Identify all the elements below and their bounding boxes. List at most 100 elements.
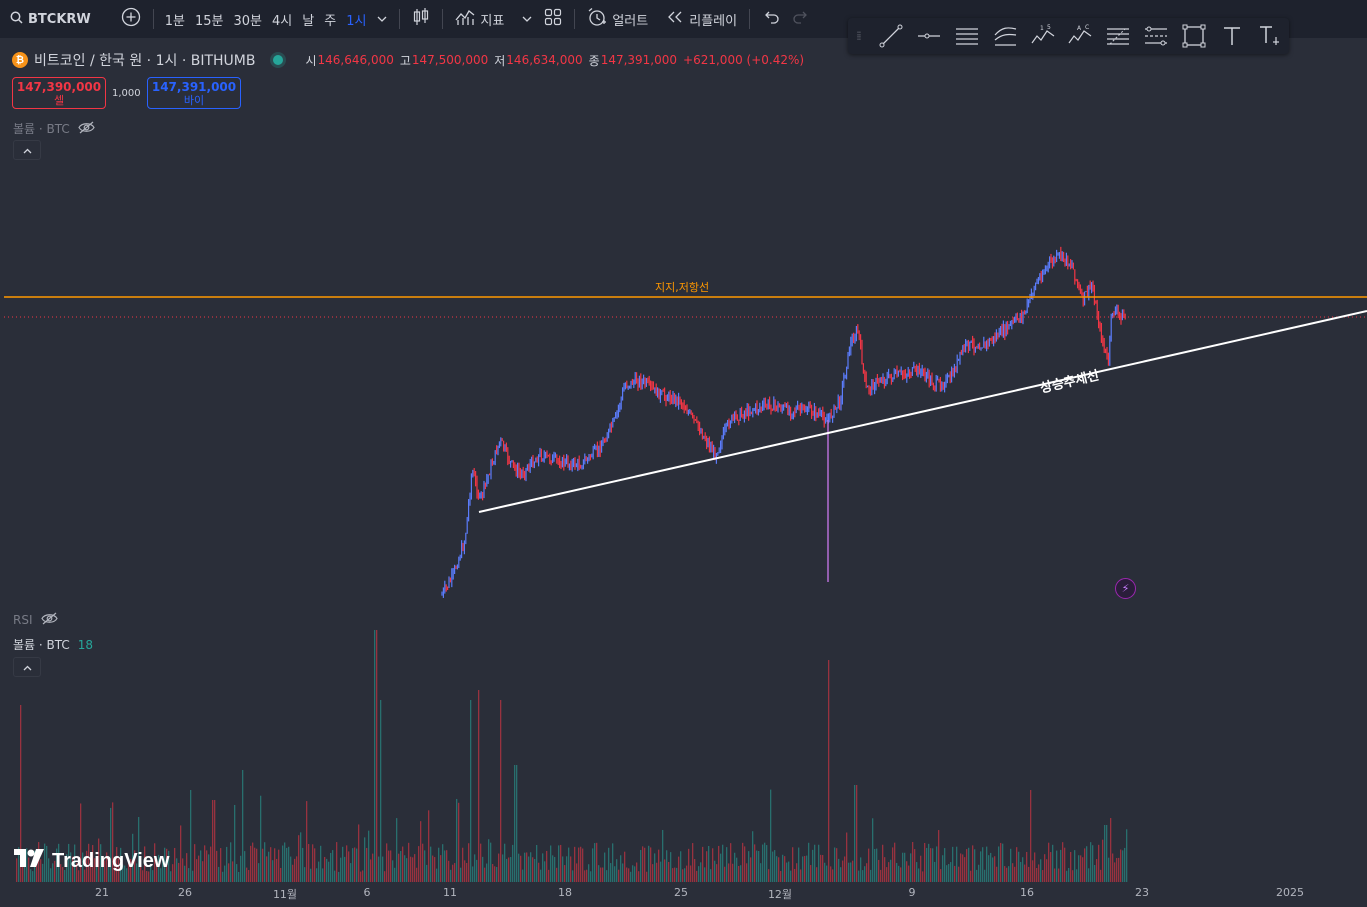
drag-handle-icon[interactable]: ⁞⁞ [856,29,862,43]
volume-bar [942,855,944,882]
undo-button[interactable] [756,0,786,38]
volume-bar [522,869,524,882]
alert-button[interactable]: 얼러트 [581,0,654,38]
volume-bar [686,865,688,882]
symbol-title[interactable]: 비트코인 / 한국 원 · 1시 · BITHUMB [34,53,256,69]
volume-bar [726,847,728,882]
timeframe-1h[interactable]: 1시 [346,13,367,29]
volume-bar [698,866,700,882]
eye-off-icon[interactable] [40,612,58,628]
layout-button[interactable] [538,0,568,38]
pitchfork-icon[interactable] [986,20,1024,52]
volume-bar [68,843,70,882]
volume-legend[interactable]: 볼륨 · BTC 18 [13,636,93,653]
volume-bar [258,863,260,882]
fib-retracement-icon[interactable] [1099,20,1137,52]
trend-line-icon[interactable] [872,20,910,52]
divider [442,9,444,29]
timeframe-15m[interactable]: 15분 [194,13,224,29]
volume-bar [124,865,126,882]
change-value: +621,000 (+0.42%) [683,53,805,67]
compare-button[interactable] [115,0,147,38]
volume-bar [594,843,596,882]
symbol-search-button[interactable]: BTCKRW [0,0,97,38]
volume-bar [1094,865,1096,882]
timeframe-1m[interactable]: 1분 [164,13,185,29]
volume-bar [872,818,874,882]
volume-bar [618,869,620,882]
volume-bar [254,847,256,882]
buy-button[interactable]: 147,391,000 바이 [147,77,241,109]
grid-icon [544,8,562,30]
volume-bar [652,864,654,882]
horizontal-ray-icon[interactable] [910,20,948,52]
indicators-button[interactable]: 지표 [449,0,510,38]
volume-bar [312,844,314,882]
volume-bar [1074,850,1076,882]
eye-off-icon[interactable] [78,121,95,137]
volume-bar [982,847,984,882]
parallel-channel-icon[interactable] [948,20,986,52]
volume-bar [852,860,854,882]
chevron-down-icon[interactable] [371,14,393,25]
redo-button[interactable] [786,0,816,38]
volume-bar [282,845,284,882]
volume-bar [22,857,24,882]
timeframe-4h[interactable]: 4시 [272,13,293,29]
gann-box-icon[interactable] [1137,20,1175,52]
volume-bar [1014,866,1016,882]
rectangle-icon[interactable] [1175,20,1213,52]
volume-bar [912,842,914,882]
volume-bar [760,863,762,882]
volume-bar [650,847,652,882]
uptrend-line[interactable] [478,310,1367,513]
volume-bar [180,825,182,882]
rsi-legend[interactable]: RSI [13,612,58,628]
lightning-event-icon[interactable]: ⚡ [1115,578,1136,599]
volume-bar [934,861,936,882]
volume-bar [742,842,744,882]
sell-button[interactable]: 147,390,000 셀 [12,77,106,109]
volume-bar [476,859,478,882]
collapse-pane-button[interactable] [13,140,41,160]
volume-bar [926,847,928,882]
timeframe-week[interactable]: 주 [324,13,337,29]
volume-overlay-label: 볼륨 · BTC [13,122,70,136]
volume-bar [848,862,850,882]
timeframe-day[interactable]: 날 [302,13,315,29]
volume-bar [294,858,296,882]
volume-bar [812,849,814,882]
anchored-text-icon[interactable] [1251,20,1289,52]
volume-bar [172,864,174,882]
volume-bar [968,847,970,882]
timeframe-30m[interactable]: 30분 [233,13,263,29]
volume-bar [450,869,452,882]
indicators-icon [455,8,475,30]
volume-bar [682,869,684,882]
volume-overlay-legend[interactable]: 볼륨 · BTC [13,120,95,137]
tradingview-mark-icon [14,849,46,873]
text-icon[interactable] [1213,20,1251,52]
support-resistance-label[interactable]: 지지,저항선 [655,281,710,294]
volume-bar [964,857,966,882]
svg-text:5: 5 [1047,24,1051,31]
volume-bar [200,850,202,882]
volume-bar [78,870,80,882]
chart-type-button[interactable] [406,0,436,38]
volume-bar [490,842,492,882]
open-label: 시 [305,53,317,68]
volume-bar [456,798,458,882]
replay-button[interactable]: 리플레이 [660,0,743,38]
tradingview-logo[interactable]: TradingView [14,849,169,873]
chevron-down-icon[interactable] [516,14,538,25]
volume-bar [806,855,808,882]
volume-bar [918,868,920,882]
volume-bar [118,857,120,882]
volume-bar [616,859,618,882]
volume-bar [814,844,816,882]
volume-bar [50,868,52,882]
collapse-pane-button[interactable] [13,657,41,677]
